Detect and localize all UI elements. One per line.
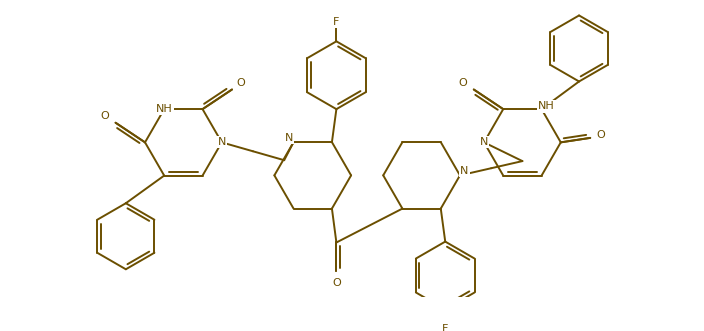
- Text: NH: NH: [538, 102, 555, 112]
- Text: F: F: [333, 17, 339, 27]
- Text: N: N: [218, 137, 226, 147]
- Text: N: N: [460, 166, 469, 176]
- Text: N: N: [285, 133, 294, 143]
- Text: F: F: [442, 324, 448, 331]
- Text: NH: NH: [156, 104, 172, 114]
- Text: O: O: [459, 78, 467, 88]
- Text: O: O: [596, 130, 605, 140]
- Text: O: O: [101, 112, 109, 121]
- Text: O: O: [237, 78, 245, 88]
- Text: N: N: [480, 137, 489, 147]
- Text: O: O: [332, 278, 341, 288]
